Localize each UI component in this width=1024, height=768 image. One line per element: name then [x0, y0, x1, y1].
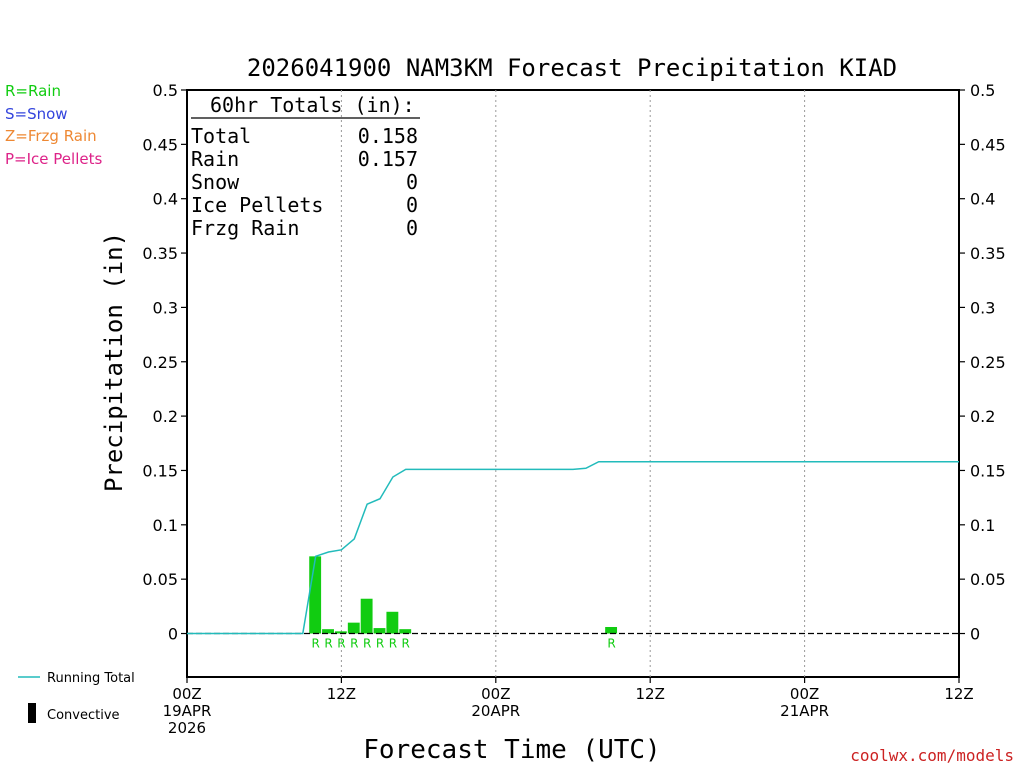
convective-legend-label: Convective — [47, 708, 120, 723]
y-tick-label-left: 0.25 — [142, 353, 178, 372]
rain-bar — [360, 598, 373, 634]
totals-row-label: Snow — [191, 170, 240, 194]
y-tick-label-right: 0.45 — [970, 135, 1006, 154]
totals-header: 60hr Totals (in): — [210, 93, 415, 117]
y-tick-label-left: 0.5 — [153, 81, 178, 100]
bottom-legend: Running Total Convective — [18, 671, 135, 723]
rain-bar-label: R — [363, 637, 371, 651]
totals-row-label: Rain — [191, 147, 239, 171]
rain-bar-label: R — [376, 637, 384, 651]
x-tick-label: 00Z — [172, 685, 201, 703]
chart-title: 2026041900 NAM3KM Forecast Precipitation… — [247, 54, 897, 82]
y-tick-label-left: 0.15 — [142, 461, 178, 480]
y-tick-label-left: 0.2 — [153, 407, 178, 426]
rain-bar-label: R — [350, 637, 358, 651]
y-tick-label-left: 0.05 — [142, 570, 178, 589]
y-tick-label-right: 0.05 — [970, 570, 1006, 589]
rain-bar — [334, 631, 347, 634]
rain-bar-label: R — [389, 637, 397, 651]
y-tick-label-left: 0.45 — [142, 135, 178, 154]
precip-type-legend: R=Rain S=Snow Z=Frzg Rain P=Ice Pellets — [5, 82, 102, 168]
y-tick-label-right: 0 — [970, 625, 980, 644]
y-axis-label: Precipitation (in) — [100, 232, 128, 492]
totals-row-value: 0.157 — [358, 147, 418, 171]
rain-bar — [399, 629, 412, 634]
x-tick-label: 2026 — [168, 719, 206, 737]
plot-frame — [186, 89, 960, 678]
rain-bar-label: R — [324, 637, 332, 651]
x-tick-label: 20APR — [471, 702, 520, 720]
running-total-line — [187, 461, 959, 635]
y-tick-label-left: 0.1 — [153, 516, 178, 535]
credit-text: coolwx.com/models — [850, 746, 1014, 765]
y-tick-label-right: 0.5 — [970, 81, 995, 100]
y-tick-label-left: 0 — [168, 625, 178, 644]
rain-bar — [322, 629, 334, 634]
y-axis-right: 0 0.05 0.1 0.15 0.2 0.25 0.3 0.35 0.4 0.45 0.5 — [959, 81, 1006, 644]
y-tick-label-left: 0.3 — [153, 298, 178, 317]
rain-bar-label: R — [337, 637, 345, 651]
rain-bars — [309, 556, 618, 634]
totals-row-value: 0.158 — [358, 124, 418, 148]
totals-rows: Total 0.158 Rain 0.157 Snow 0 Ice Pellets 0 Frzg… — [191, 124, 418, 240]
y-axis-left: 0 0.05 0.1 0.15 0.2 0.25 0.3 0.35 0.4 0.45 0.5 — [142, 81, 187, 644]
y-tick-label-right: 0.4 — [970, 190, 995, 209]
running-total-legend-label: Running Total — [47, 671, 135, 686]
convective-swatch — [28, 703, 36, 723]
legend-snow: S=Snow — [5, 105, 68, 123]
x-tick-label: 19APR — [163, 702, 212, 720]
rain-bar-label: R — [311, 637, 319, 651]
legend-rain: R=Rain — [5, 82, 61, 100]
totals-row-value: 0 — [406, 193, 418, 217]
legend-ice-pellets: P=Ice Pellets — [5, 150, 102, 168]
y-tick-label-right: 0.25 — [970, 353, 1006, 372]
y-tick-label-right: 0.35 — [970, 244, 1006, 263]
x-tick-label: 12Z — [327, 685, 356, 703]
x-tick-label: 12Z — [944, 685, 973, 703]
rain-bar — [386, 611, 399, 634]
y-tick-label-right: 0.2 — [970, 407, 995, 426]
rain-bar — [347, 622, 360, 634]
legend-frzg-rain: Z=Frzg Rain — [5, 127, 97, 145]
x-tick-label: 21APR — [780, 702, 829, 720]
y-tick-label-right: 0.1 — [970, 516, 995, 535]
rain-bar — [309, 556, 322, 634]
totals-row-label: Total — [191, 124, 251, 148]
y-tick-label-left: 0.4 — [153, 190, 178, 209]
x-tick-label: 12Z — [636, 685, 665, 703]
totals-row-value: 0 — [406, 170, 418, 194]
x-tick-label: 00Z — [790, 685, 819, 703]
y-tick-label-left: 0.35 — [142, 244, 178, 263]
x-axis-label: Forecast Time (UTC) — [363, 735, 660, 765]
totals-row-label: Ice Pellets — [191, 193, 323, 217]
rain-bar-label: R — [607, 637, 615, 651]
totals-box: 60hr Totals (in): Total 0.158 Rain 0.157 Sno… — [191, 93, 420, 240]
y-tick-label-right: 0.3 — [970, 298, 995, 317]
x-tick-label: 00Z — [481, 685, 510, 703]
rain-bar — [605, 626, 618, 634]
totals-row-value: 0 — [406, 216, 418, 240]
rain-bar-label: R — [402, 637, 410, 651]
y-tick-label-right: 0.15 — [970, 461, 1006, 480]
totals-row-label: Frzg Rain — [191, 216, 299, 240]
rain-bar — [373, 628, 386, 634]
